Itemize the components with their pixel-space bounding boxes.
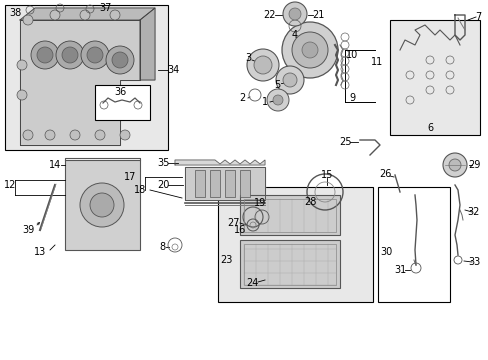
Text: 33: 33: [467, 257, 479, 267]
Bar: [65, 160, 140, 250]
Ellipse shape: [37, 47, 53, 63]
Text: 28: 28: [303, 197, 316, 207]
Bar: [240, 195, 339, 235]
Text: 31: 31: [393, 265, 406, 275]
Text: 37: 37: [99, 3, 111, 13]
Text: 29: 29: [467, 160, 479, 170]
Ellipse shape: [275, 66, 304, 94]
Bar: [5, 5, 168, 150]
Bar: [244, 199, 335, 232]
Ellipse shape: [50, 10, 60, 20]
Ellipse shape: [283, 73, 296, 87]
Ellipse shape: [246, 49, 279, 81]
Text: 19: 19: [253, 198, 265, 208]
Ellipse shape: [253, 56, 271, 74]
Text: 18: 18: [134, 185, 146, 195]
Text: 1: 1: [262, 97, 267, 107]
Ellipse shape: [112, 52, 128, 68]
Ellipse shape: [80, 183, 124, 227]
Ellipse shape: [282, 22, 337, 78]
Text: 22: 22: [263, 10, 276, 20]
Text: 20: 20: [157, 180, 169, 190]
Ellipse shape: [283, 2, 306, 26]
Text: 6: 6: [426, 123, 432, 133]
Bar: [218, 187, 372, 302]
Bar: [244, 244, 335, 285]
Text: 25: 25: [338, 137, 350, 147]
Text: 39: 39: [22, 225, 34, 235]
Bar: [389, 20, 479, 135]
Text: 30: 30: [379, 247, 391, 257]
Text: 36: 36: [114, 87, 126, 97]
Ellipse shape: [448, 159, 460, 171]
Ellipse shape: [23, 130, 33, 140]
Bar: [195, 170, 204, 197]
Ellipse shape: [90, 193, 114, 217]
Text: 21: 21: [311, 10, 324, 20]
Text: 16: 16: [233, 225, 245, 235]
Bar: [224, 170, 235, 197]
Ellipse shape: [62, 47, 78, 63]
Bar: [240, 240, 339, 288]
Polygon shape: [20, 20, 140, 145]
Text: 11: 11: [370, 57, 382, 67]
Ellipse shape: [272, 95, 283, 105]
Ellipse shape: [45, 130, 55, 140]
Ellipse shape: [70, 130, 80, 140]
Ellipse shape: [302, 42, 317, 58]
Text: 3: 3: [244, 53, 250, 63]
Polygon shape: [184, 167, 264, 200]
Text: 26: 26: [378, 169, 390, 179]
Ellipse shape: [106, 46, 134, 74]
Text: 32: 32: [467, 207, 479, 217]
Text: 24: 24: [245, 278, 258, 288]
Polygon shape: [140, 8, 155, 80]
Ellipse shape: [31, 41, 59, 69]
Ellipse shape: [291, 32, 327, 68]
Bar: [95, 85, 150, 120]
Text: 13: 13: [34, 247, 46, 257]
Ellipse shape: [266, 89, 288, 111]
Ellipse shape: [81, 41, 109, 69]
Ellipse shape: [120, 130, 130, 140]
Text: 27: 27: [227, 218, 240, 228]
Text: 8: 8: [159, 242, 165, 252]
Ellipse shape: [17, 60, 27, 70]
Text: 17: 17: [123, 172, 136, 182]
Ellipse shape: [23, 15, 33, 25]
Text: 10: 10: [345, 50, 357, 60]
Ellipse shape: [110, 10, 120, 20]
Ellipse shape: [17, 90, 27, 100]
Ellipse shape: [288, 8, 301, 20]
Text: 15: 15: [320, 170, 332, 180]
Text: 12: 12: [4, 180, 16, 190]
Text: 4: 4: [291, 30, 298, 40]
Polygon shape: [20, 8, 155, 20]
Ellipse shape: [80, 10, 90, 20]
Bar: [377, 187, 449, 302]
Text: 34: 34: [166, 65, 179, 75]
Bar: [240, 170, 249, 197]
Ellipse shape: [56, 41, 84, 69]
Text: 9: 9: [348, 93, 354, 103]
Ellipse shape: [95, 130, 105, 140]
Text: 14: 14: [49, 160, 61, 170]
Text: 23: 23: [220, 255, 232, 265]
Polygon shape: [175, 160, 264, 165]
Ellipse shape: [442, 153, 466, 177]
Text: 5: 5: [273, 80, 280, 90]
Text: 7: 7: [474, 12, 480, 22]
Text: 38: 38: [9, 8, 21, 18]
Text: 35: 35: [157, 158, 169, 168]
Bar: [209, 170, 220, 197]
Ellipse shape: [87, 47, 103, 63]
Text: 2: 2: [238, 93, 244, 103]
